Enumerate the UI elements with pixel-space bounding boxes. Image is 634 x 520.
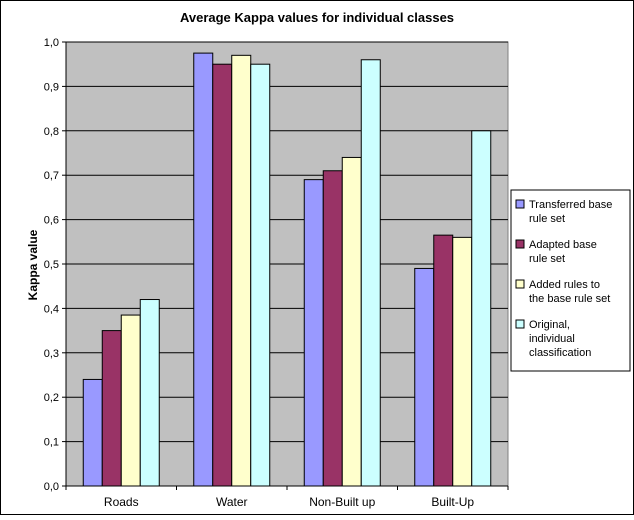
x-tick-label: Built-Up bbox=[431, 495, 474, 509]
bar bbox=[212, 63, 233, 487]
y-tick-label: 0,6 bbox=[44, 215, 59, 227]
y-axis-label: Kappa value bbox=[26, 229, 40, 300]
legend-swatch bbox=[515, 279, 525, 289]
y-tick-label: 0,8 bbox=[44, 126, 59, 138]
bar bbox=[452, 236, 473, 487]
bar bbox=[120, 314, 141, 487]
y-tick-label: 0,9 bbox=[44, 81, 59, 93]
legend-label: Added rules to bbox=[529, 279, 600, 291]
legend-box bbox=[510, 189, 631, 372]
chart-title: Average Kappa values for individual clas… bbox=[180, 10, 454, 25]
legend-swatch bbox=[515, 199, 525, 209]
x-tick-label: Non-Built up bbox=[309, 495, 375, 509]
legend-label: rule set bbox=[529, 253, 565, 265]
x-tick-label: Roads bbox=[104, 495, 139, 509]
y-tick-label: 0,4 bbox=[44, 303, 59, 315]
bar bbox=[139, 299, 160, 487]
legend-label: the base rule set bbox=[529, 293, 610, 305]
legend-label: rule set bbox=[529, 213, 565, 225]
y-tick-label: 0,5 bbox=[44, 259, 59, 271]
legend-label: classification bbox=[529, 347, 591, 359]
legend-swatch bbox=[515, 319, 525, 329]
y-tick-label: 0,2 bbox=[44, 392, 59, 404]
axes: 0,0 0,1 0,2 0,3 0,4 0,5 0,6 0,7 0,8 0,9 1,0 Roads Wa… bbox=[44, 37, 509, 509]
bar bbox=[341, 156, 362, 487]
bar bbox=[231, 54, 252, 487]
legend-swatch bbox=[515, 239, 525, 249]
legend-label: individual bbox=[529, 333, 575, 345]
bar bbox=[193, 52, 214, 487]
bar bbox=[414, 267, 435, 487]
x-tick-label: Water bbox=[216, 495, 248, 509]
y-tick-label: 1,0 bbox=[44, 37, 59, 49]
y-tick-label: 0,0 bbox=[44, 481, 59, 493]
bar bbox=[433, 234, 454, 487]
bar bbox=[101, 330, 122, 487]
bar bbox=[360, 59, 381, 487]
legend-label: Original, bbox=[529, 319, 570, 331]
legend: Transferred base rule set Adapted base rule… bbox=[510, 189, 631, 372]
bar bbox=[250, 63, 271, 487]
bar bbox=[322, 170, 343, 487]
bar bbox=[82, 378, 103, 487]
bar bbox=[471, 130, 492, 487]
legend-label: Adapted base bbox=[529, 239, 597, 251]
bar bbox=[303, 179, 324, 487]
y-tick-label: 0,7 bbox=[44, 170, 59, 182]
y-tick-label: 0,1 bbox=[44, 437, 59, 449]
y-tick-label: 0,3 bbox=[44, 348, 59, 360]
bars bbox=[82, 52, 492, 487]
legend-label: Transferred base bbox=[529, 199, 612, 211]
